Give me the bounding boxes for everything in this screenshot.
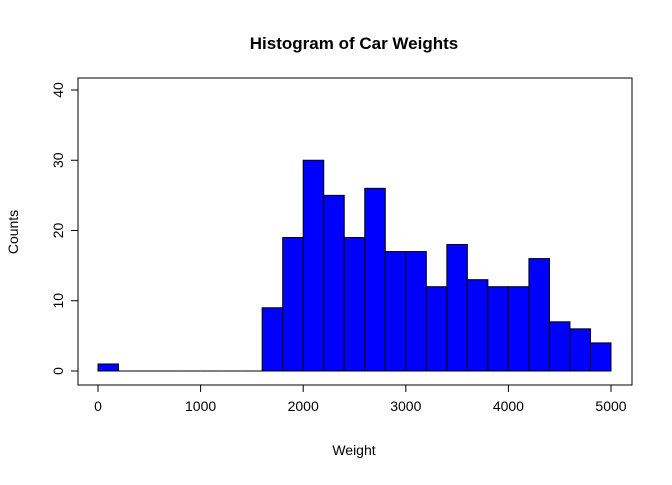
- y-tick-label: 30: [50, 152, 66, 168]
- histogram-bar: [446, 244, 468, 372]
- x-tick-label: 4000: [493, 398, 524, 414]
- histogram-bar: [364, 187, 386, 372]
- histogram-bar: [487, 286, 509, 372]
- x-tick-label: 5000: [595, 398, 626, 414]
- histogram-bar: [425, 286, 448, 372]
- histogram-bar: [589, 342, 612, 372]
- x-tick-label: 3000: [390, 398, 421, 414]
- y-axis: 0 10 20 30 40: [50, 82, 79, 375]
- histogram-bar: [97, 363, 120, 372]
- histogram-bar: [261, 307, 284, 372]
- x-axis-label: Weight: [332, 442, 375, 458]
- histogram-bar: [282, 237, 304, 372]
- histogram-bar: [569, 328, 591, 372]
- histogram-bar: [302, 159, 325, 372]
- x-tick-label: 2000: [288, 398, 319, 414]
- bars-group: [97, 159, 612, 372]
- y-tick-label: 0: [50, 367, 66, 375]
- histogram-bar: [528, 258, 550, 372]
- x-tick-label: 0: [94, 398, 102, 414]
- chart-title: Histogram of Car Weights: [250, 34, 458, 53]
- y-axis-label: Counts: [5, 210, 21, 254]
- x-tick-label: 1000: [185, 398, 216, 414]
- histogram-bar: [323, 194, 345, 372]
- histogram-bar: [343, 237, 366, 372]
- histogram-bar: [507, 286, 530, 372]
- x-axis: 0 1000 2000 3000 4000 5000: [94, 384, 627, 414]
- y-tick-label: 40: [50, 82, 66, 98]
- histogram-bar: [466, 279, 489, 372]
- y-tick-label: 20: [50, 223, 66, 239]
- histogram-bar: [548, 321, 571, 372]
- y-tick-label: 10: [50, 293, 66, 309]
- histogram-bar: [384, 251, 407, 372]
- histogram-bar: [405, 251, 427, 372]
